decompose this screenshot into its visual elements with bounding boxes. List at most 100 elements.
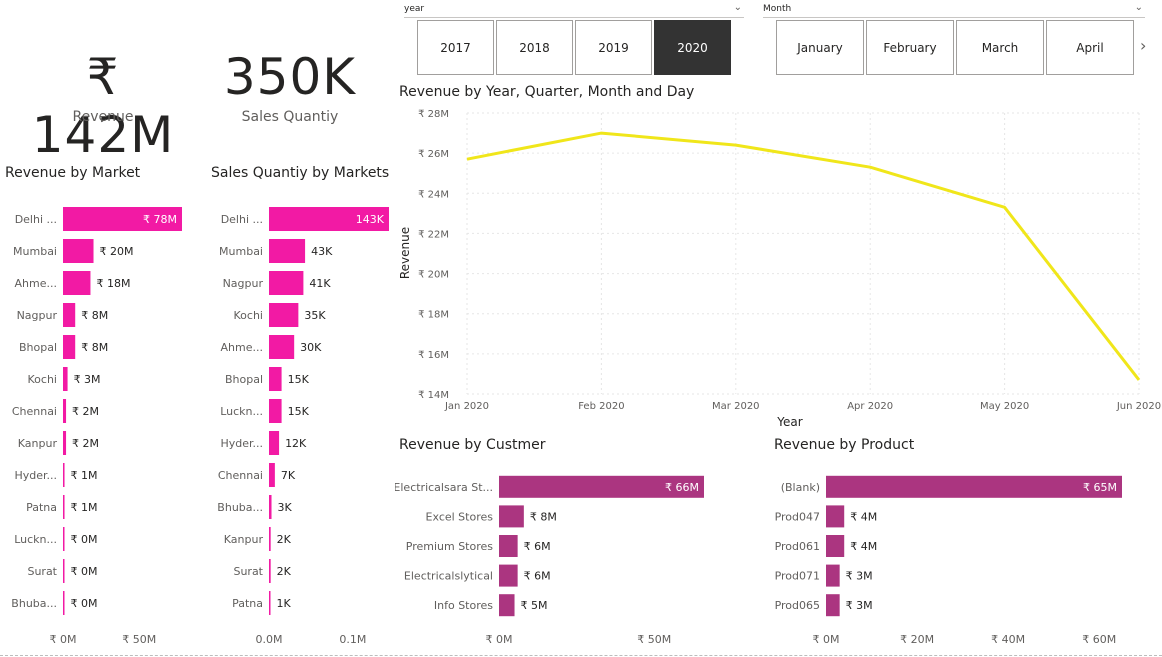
- bar[interactable]: [269, 431, 280, 455]
- revenue-line[interactable]: [466, 131, 1141, 381]
- bar[interactable]: [63, 495, 65, 519]
- data-label: 7K: [281, 469, 296, 482]
- category-label: Prod047: [775, 510, 820, 523]
- data-label: 1K: [277, 597, 292, 610]
- x-tick-label: 0.1M: [339, 633, 366, 646]
- category-label: Hyder...: [14, 469, 57, 482]
- month-tile-january[interactable]: January: [776, 20, 864, 75]
- data-label: ₹ 8M: [81, 309, 108, 322]
- year-tile-2019[interactable]: 2019: [575, 20, 652, 75]
- bar[interactable]: [826, 594, 840, 617]
- bar[interactable]: [269, 271, 304, 295]
- data-label: 43K: [311, 245, 333, 258]
- month-tile-march[interactable]: March: [956, 20, 1044, 75]
- category-label: Prod071: [775, 570, 820, 583]
- chevron-down-icon[interactable]: ⌄: [733, 2, 742, 13]
- bar[interactable]: [269, 335, 295, 359]
- category-label: Kanpur: [18, 437, 58, 450]
- bar[interactable]: [499, 475, 704, 498]
- kpi-revenue-label: Revenue: [72, 109, 134, 125]
- bar[interactable]: [269, 367, 282, 391]
- data-label: 12K: [285, 437, 307, 450]
- x-tick-label: ₹ 20M: [900, 633, 934, 646]
- bar[interactable]: [63, 303, 76, 327]
- bar[interactable]: [269, 463, 275, 487]
- revenue-by-product-chart[interactable]: (Blank) ₹ 65M Prod047 ₹ 4M Prod061 ₹ 4M Prod07…: [770, 465, 1155, 650]
- bar[interactable]: [499, 505, 524, 528]
- x-tick-label: Mar 2020: [712, 401, 760, 412]
- category-label: Patna: [26, 501, 57, 514]
- bar[interactable]: [63, 463, 65, 487]
- x-tick-label: 0.0M: [256, 633, 283, 646]
- bar[interactable]: [269, 303, 299, 327]
- revenue-by-customer-chart[interactable]: Electricalsara St... ₹ 66M Excel Stores ₹ 8…: [395, 465, 760, 650]
- page-bottom-divider: [0, 655, 1162, 656]
- month-slicer-header[interactable]: Month ⌄: [763, 2, 1145, 18]
- bar[interactable]: [63, 239, 94, 263]
- bar[interactable]: [499, 594, 515, 617]
- data-label: ₹ 4M: [850, 510, 877, 523]
- y-tick-label: ₹ 20M: [418, 270, 449, 281]
- bar[interactable]: [63, 591, 65, 615]
- bar[interactable]: [826, 475, 1122, 498]
- data-label: 2K: [277, 565, 292, 578]
- data-label: ₹ 6M: [524, 540, 551, 553]
- x-tick-label: ₹ 0M: [50, 633, 77, 646]
- revenue-line-chart[interactable]: ₹ 14M ₹ 16M ₹ 18M ₹ 20M ₹ 22M ₹ 24M ₹ 26M ₹ 28M…: [395, 100, 1162, 435]
- x-tick-label: ₹ 50M: [122, 633, 156, 646]
- category-label: Hyder...: [220, 437, 263, 450]
- data-label: 15K: [288, 405, 310, 418]
- revenue-by-market-chart[interactable]: Delhi ... ₹ 78M Mumbai ₹ 20M Ahme... ₹ 18M Nag…: [0, 195, 200, 655]
- bar[interactable]: [269, 239, 306, 263]
- revenue-by-product-title: Revenue by Product: [774, 437, 915, 453]
- bar[interactable]: [63, 431, 67, 455]
- category-label: Mumbai: [219, 245, 263, 258]
- bar[interactable]: [63, 271, 91, 295]
- data-label: ₹ 8M: [81, 341, 108, 354]
- category-label: Prod065: [775, 599, 820, 612]
- x-axis-title: Year: [776, 415, 802, 429]
- month-tile-april[interactable]: April: [1046, 20, 1134, 75]
- bar[interactable]: [269, 207, 389, 231]
- x-tick-label: Apr 2020: [847, 401, 893, 412]
- bar[interactable]: [269, 399, 282, 423]
- revenue-line-chart-title: Revenue by Year, Quarter, Month and Day: [399, 84, 695, 100]
- month-tile-february[interactable]: February: [866, 20, 954, 75]
- bar[interactable]: [63, 367, 68, 391]
- bar[interactable]: [63, 207, 182, 231]
- category-label: Kanpur: [224, 533, 264, 546]
- year-tile-2017[interactable]: 2017: [417, 20, 494, 75]
- bar[interactable]: [826, 564, 840, 587]
- bar[interactable]: [63, 335, 76, 359]
- bar[interactable]: [826, 535, 845, 557]
- bar[interactable]: [269, 527, 271, 551]
- bar[interactable]: [499, 535, 518, 557]
- category-label: Premium Stores: [406, 540, 494, 553]
- chevron-right-icon[interactable]: ›: [1140, 36, 1147, 55]
- year-tile-2020[interactable]: 2020: [654, 20, 731, 75]
- category-label: Bhuba...: [217, 501, 263, 514]
- data-label: ₹ 8M: [530, 510, 557, 523]
- x-tick-label: ₹ 40M: [991, 633, 1025, 646]
- bar[interactable]: [269, 559, 271, 583]
- chevron-down-icon[interactable]: ⌄: [1134, 2, 1143, 13]
- bar[interactable]: [63, 399, 67, 423]
- year-tile-2018[interactable]: 2018: [496, 20, 573, 75]
- bar[interactable]: [269, 495, 272, 519]
- data-label: ₹ 0M: [71, 565, 98, 578]
- bar[interactable]: [826, 505, 845, 528]
- bar[interactable]: [63, 527, 65, 551]
- revenue-by-market-title: Revenue by Market: [5, 165, 141, 181]
- category-label: Mumbai: [13, 245, 57, 258]
- category-label: Nagpur: [17, 309, 58, 322]
- bar[interactable]: [269, 591, 271, 615]
- bar[interactable]: [63, 559, 65, 583]
- data-label: ₹ 3M: [74, 373, 101, 386]
- sales-quantity-by-markets-chart[interactable]: Delhi ... 143K Mumbai 43K Nagpur 41K Kochi 35K A…: [200, 195, 395, 655]
- bar[interactable]: [499, 564, 518, 587]
- x-tick-label: ₹ 0M: [486, 633, 513, 646]
- category-label: Bhuba...: [11, 597, 57, 610]
- year-slicer-header[interactable]: year ⌄: [404, 2, 744, 18]
- data-label: ₹ 0M: [71, 597, 98, 610]
- kpi-sales-quantity-value: 350K: [223, 48, 357, 106]
